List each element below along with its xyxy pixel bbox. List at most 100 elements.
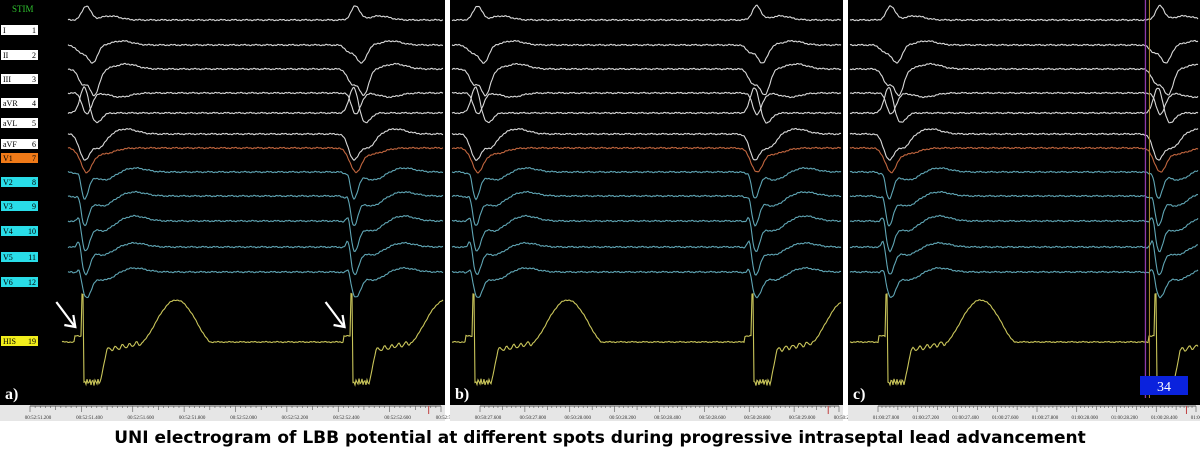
ruler-tick-label: 00:50:28.400 — [654, 416, 681, 421]
ruler-tick-label: 00:50:28.200 — [609, 416, 636, 421]
ruler-tick-label: 01:00:28.600 — [1191, 416, 1200, 421]
trace-V5 — [451, 240, 842, 276]
trace-I — [451, 4, 842, 22]
panel-label: c) — [853, 386, 865, 403]
channel-number: 12 — [28, 278, 36, 287]
trace-II — [67, 39, 444, 64]
channel-number: 1 — [32, 26, 36, 35]
ruler-tick-label: 01:00:27.400 — [952, 416, 979, 421]
trace-V2 — [451, 166, 842, 201]
channel-name: V3 — [3, 202, 13, 211]
channel-tag-V1: V1 7 — [1, 153, 38, 163]
trace-aVR — [67, 91, 444, 115]
arrow-head — [333, 314, 346, 329]
channel-number: 19 — [28, 337, 36, 346]
channel-name: I — [3, 26, 6, 35]
arrow-shaft — [324, 301, 345, 327]
channel-name: II — [3, 51, 9, 60]
time-ruler-bg — [848, 405, 1200, 421]
trace-V2 — [849, 167, 1199, 200]
channel-tag-V5: V5 11 — [1, 252, 38, 262]
lbb-arrow-1 — [55, 301, 77, 329]
trace-II — [849, 39, 1199, 64]
trace-V4 — [451, 214, 842, 253]
channel-number: 7 — [32, 154, 36, 163]
trace-V5 — [849, 239, 1199, 276]
channel-name: aVR — [3, 99, 18, 108]
ruler-tick-label: 01:00:27.200 — [912, 416, 939, 421]
channel-tag-box — [1, 336, 38, 346]
time-ruler: 00:50:27.600 00:50:27.800 00:50:28.000 00:5… — [450, 405, 861, 421]
ruler-tick-label: 00:52:51.800 — [179, 416, 206, 421]
channel-name: V4 — [3, 227, 13, 236]
trace-V2 — [67, 166, 444, 201]
panel-label: a) — [5, 386, 18, 403]
channel-tag-III: III 3 — [1, 74, 38, 84]
channel-number: 6 — [32, 140, 36, 149]
channel-name: III — [3, 75, 11, 84]
channel-number: 10 — [28, 227, 36, 236]
channel-name: HIS — [3, 337, 16, 346]
ruler-tick-label: 00:50:27.800 — [520, 416, 547, 421]
time-ruler-bg — [0, 405, 445, 421]
time-ruler: 00:52:51.200 00:52:51.400 00:52:51.600 00:5… — [0, 405, 463, 421]
trace-I — [849, 4, 1199, 22]
trace-HIS — [849, 293, 1199, 387]
channel-tag-box — [1, 226, 38, 236]
trace-aVF — [451, 127, 842, 162]
trace-V1 — [67, 146, 444, 174]
channel-number: 9 — [32, 202, 36, 211]
panel-background — [0, 0, 445, 405]
trace-III — [67, 62, 444, 97]
panel-background — [450, 0, 843, 405]
trace-V3 — [849, 190, 1199, 227]
ruler-tick-label: 00:52:51.600 — [127, 416, 154, 421]
trace-V4 — [67, 214, 444, 253]
ruler-tick-label: 00:52:51.200 — [25, 416, 52, 421]
channel-tag-box — [1, 201, 38, 211]
ruler-tick-label: 01:00:28.000 — [1071, 416, 1098, 421]
channel-tag-box — [1, 118, 38, 128]
trace-V6 — [849, 266, 1199, 299]
channel-tag-aVL: aVL 5 — [1, 118, 38, 128]
trace-aVL — [451, 86, 842, 124]
trace-V3 — [67, 190, 444, 227]
channel-tag-box — [1, 98, 38, 108]
panel-3: 34 c) 01:00:27.000 01:00:27.200 01:00:27.400… — [848, 0, 1200, 421]
trace-aVF — [849, 128, 1199, 161]
ruler-tick-label: 01:00:27.800 — [1032, 416, 1059, 421]
channel-tag-box — [1, 50, 38, 60]
channel-tag-box — [1, 252, 38, 262]
panel-2: b) 00:50:27.600 00:50:27.800 00:50:28.000 00… — [450, 0, 861, 421]
trace-V6 — [67, 266, 444, 299]
channel-tag-box — [1, 139, 38, 149]
channel-number: 2 — [32, 51, 36, 60]
channel-name: V5 — [3, 253, 13, 262]
ruler-tick-label: 00:52:52.800 — [436, 416, 463, 421]
figure-caption: UNI electrogram of LBB potential at diff… — [114, 428, 1085, 448]
channel-number: 8 — [32, 178, 36, 187]
ruler-tick-label: 00:50:28.600 — [699, 416, 726, 421]
trace-I — [67, 5, 444, 22]
ruler-tick-label: 00:52:52.600 — [384, 416, 411, 421]
panel-label: b) — [455, 386, 469, 403]
trace-aVR — [451, 91, 842, 116]
trace-III — [451, 62, 842, 97]
channel-tag-aVR: aVR 4 — [1, 98, 38, 108]
marker-value-box — [1140, 376, 1188, 395]
channel-name: V2 — [3, 178, 13, 187]
trace-V5 — [67, 240, 444, 276]
ruler-tick-label: 00:50:28.800 — [744, 416, 771, 421]
channel-tag-box — [1, 25, 38, 35]
channel-tag-V3: V3 9 — [1, 201, 38, 211]
trace-HIS — [61, 292, 444, 387]
ruler-tick-label: 00:52:52.200 — [282, 416, 309, 421]
channel-tag-V6: V6 12 — [1, 277, 38, 287]
ruler-tick-label: 00:52:51.400 — [76, 416, 103, 421]
channel-tag-V2: V2 8 — [1, 177, 38, 187]
time-ruler: 01:00:27.000 01:00:27.200 01:00:27.400 01:0… — [848, 405, 1200, 421]
ruler-tick-label: 00:52:52.000 — [230, 416, 257, 421]
